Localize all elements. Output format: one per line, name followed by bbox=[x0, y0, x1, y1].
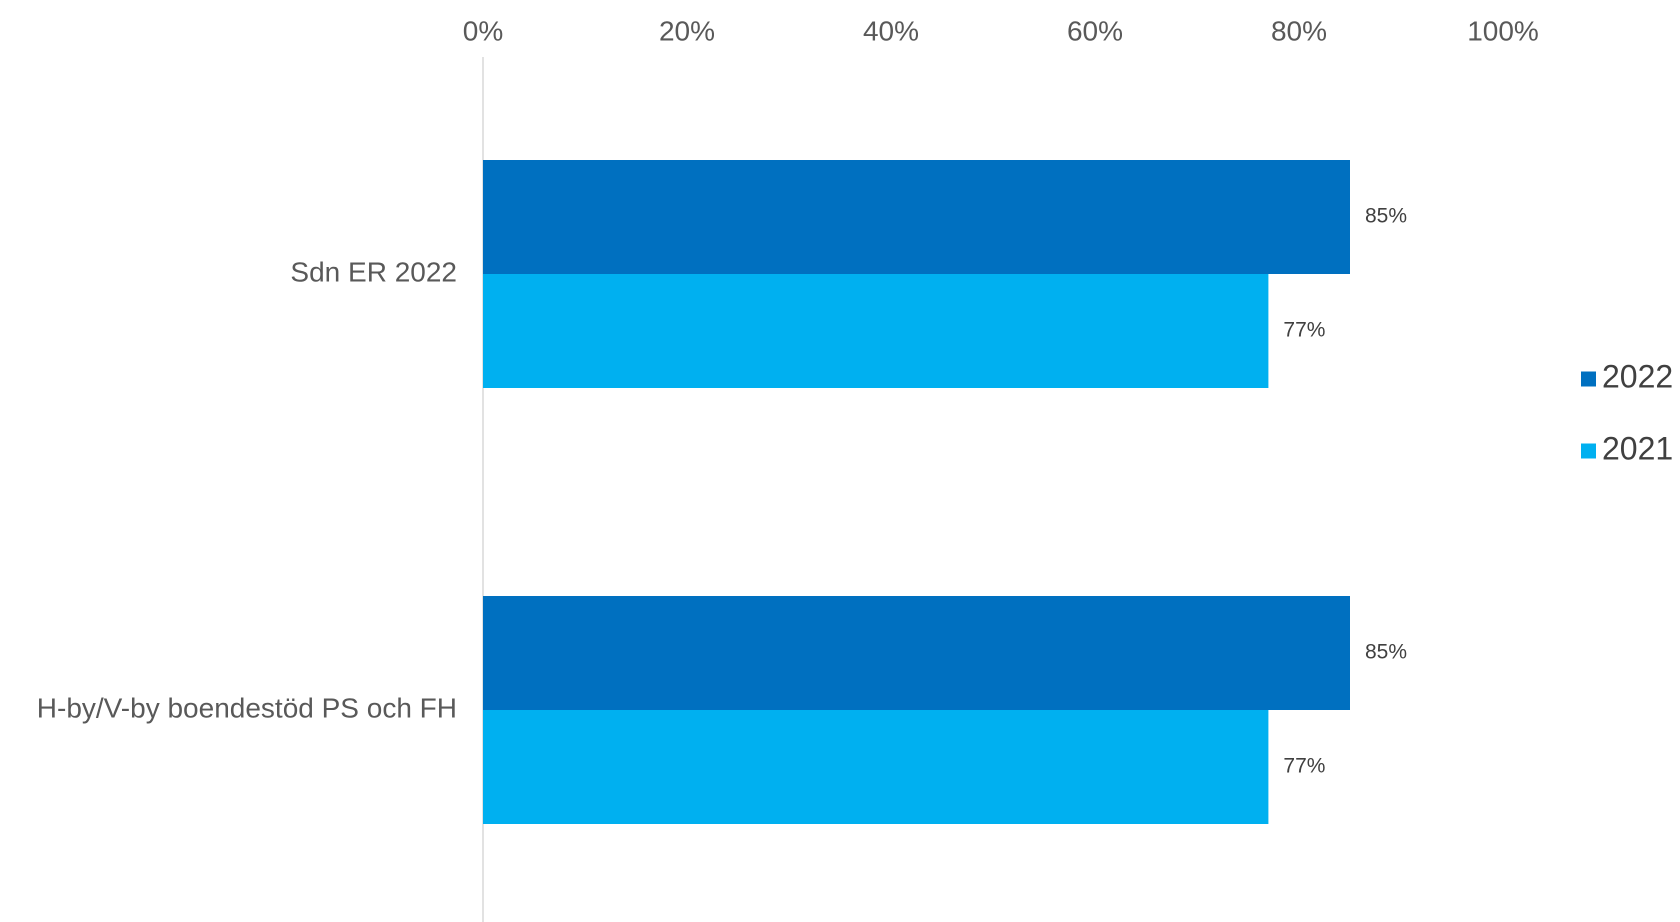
data-label: 85% bbox=[1365, 641, 1407, 664]
x-tick-label: 40% bbox=[863, 15, 919, 46]
category-axis-labels: Sdn ER 2022 H-by/V-by boendestöd PS och F… bbox=[37, 256, 457, 723]
x-tick-label: 100% bbox=[1467, 15, 1539, 46]
legend: 2022 2021 bbox=[1581, 358, 1673, 466]
x-tick-label: 80% bbox=[1271, 15, 1327, 46]
category-label: Sdn ER 2022 bbox=[290, 256, 457, 287]
legend-label: 2022 bbox=[1602, 358, 1673, 394]
legend-swatch bbox=[1581, 443, 1596, 459]
legend-swatch bbox=[1581, 371, 1596, 387]
x-tick-label: 0% bbox=[463, 15, 503, 46]
data-label: 77% bbox=[1283, 319, 1325, 342]
bar bbox=[483, 596, 1350, 710]
data-label: 77% bbox=[1283, 755, 1325, 778]
legend-label: 2021 bbox=[1602, 430, 1673, 466]
bar bbox=[483, 160, 1350, 274]
data-labels: 85% 77% 85% 77% bbox=[1283, 205, 1407, 778]
bar-series bbox=[483, 160, 1350, 824]
bar bbox=[483, 710, 1269, 824]
category-label: H-by/V-by boendestöd PS och FH bbox=[37, 692, 457, 723]
value-axis-tick-labels: 0% 20% 40% 60% 80% 100% bbox=[463, 15, 1539, 46]
x-tick-label: 60% bbox=[1067, 15, 1123, 46]
data-label: 85% bbox=[1365, 205, 1407, 228]
bar bbox=[483, 274, 1269, 388]
x-tick-label: 20% bbox=[659, 15, 715, 46]
